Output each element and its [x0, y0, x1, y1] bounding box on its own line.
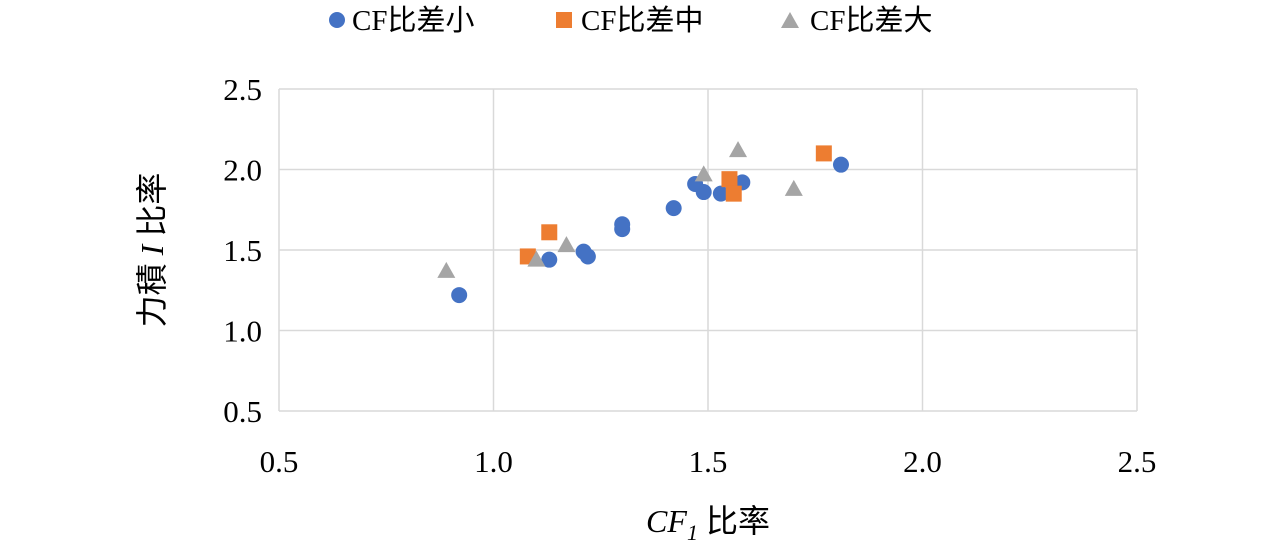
grid-lines [278, 88, 1138, 412]
data-point-circle [614, 216, 631, 233]
data-point-triangle [784, 179, 803, 196]
legend-label-large: CF比差大 [810, 4, 932, 37]
data-point-square [815, 145, 832, 162]
x-axis-title-sub: 1 [687, 520, 698, 544]
data-point-circle [712, 185, 729, 202]
data-point-square [721, 171, 738, 188]
data-point-triangle [527, 250, 546, 267]
y-axis-title-post: 比率 [134, 173, 170, 245]
x-axis-title-rest: 比率 [698, 503, 770, 539]
legend-marker-circle [329, 12, 345, 28]
x-axis-title-var: CF [646, 503, 687, 539]
data-point-circle [665, 200, 682, 217]
data-point-triangle [557, 236, 576, 253]
legend-label-small: CF比差小 [352, 4, 474, 37]
x-tick-label: 0.5 [260, 444, 299, 479]
data-point-circle [451, 287, 468, 304]
data-point-circle [832, 156, 849, 173]
y-tick-labels: 0.5 1.0 1.5 2.0 2.5 [223, 72, 262, 429]
x-tick-label: 2.5 [1118, 444, 1157, 479]
y-tick-label: 2.5 [223, 72, 262, 107]
x-tick-labels: 0.5 1.0 1.5 2.0 2.5 [260, 444, 1157, 479]
legend-marker-square [556, 12, 572, 28]
x-tick-label: 2.0 [903, 444, 942, 479]
data-point-triangle [694, 165, 713, 182]
x-axis-title: CF1 比率 [646, 503, 770, 544]
y-tick-label: 1.5 [223, 233, 262, 268]
legend-label-medium: CF比差中 [581, 4, 703, 37]
x-tick-label: 1.5 [689, 444, 728, 479]
legend-marker-triangle [781, 12, 799, 28]
data-point-circle [541, 251, 558, 268]
data-point-triangle [729, 141, 748, 158]
y-tick-label: 1.0 [223, 314, 262, 349]
data-points [437, 141, 849, 304]
x-tick-label: 1.0 [474, 444, 513, 479]
legend: CF比差小 CF比差中 CF比差大 [329, 4, 932, 37]
data-point-square [541, 224, 558, 241]
y-tick-label: 2.0 [223, 153, 262, 188]
data-point-square [725, 185, 742, 202]
y-tick-label: 0.5 [223, 394, 262, 429]
y-axis-title-pre: 力積 [134, 255, 170, 327]
y-axis-title: 力積 I 比率 [134, 173, 170, 328]
data-point-circle [579, 248, 596, 265]
y-axis-title-var: I [134, 243, 170, 256]
data-point-triangle [437, 261, 456, 278]
data-point-circle [695, 184, 712, 201]
